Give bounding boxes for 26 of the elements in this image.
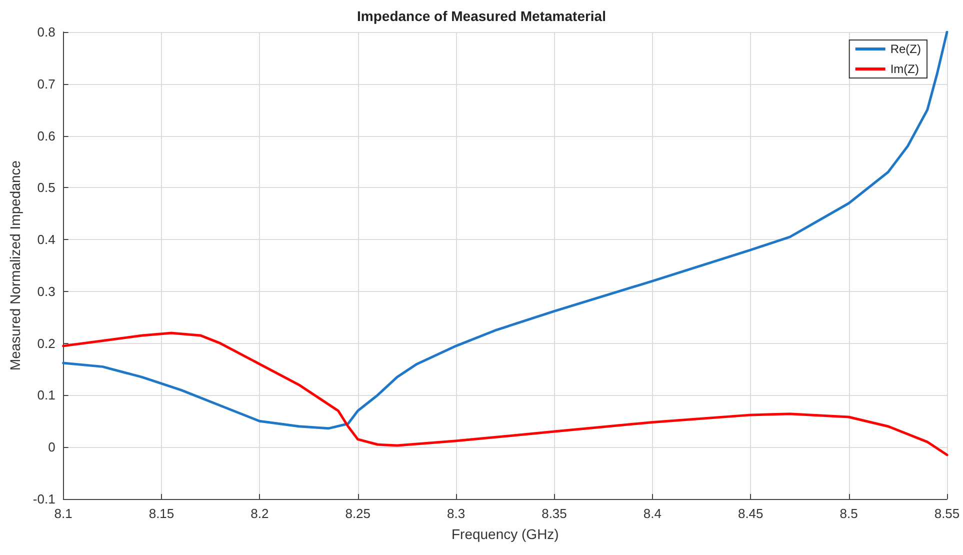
y-tick-label: 0.8: [37, 24, 56, 40]
x-tick-label: 8.15: [148, 506, 174, 521]
y-tick-label: 0.7: [37, 76, 56, 92]
y-tick-label: -0.1: [32, 492, 56, 506]
y-tick-label: 0.2: [37, 336, 56, 351]
y-tick-label: 0.4: [37, 232, 56, 248]
x-tick-label: 8.1: [54, 506, 72, 521]
x-tick-label: 8.35: [542, 506, 567, 521]
chart-title: Impedance of Measured Metamaterial: [357, 8, 606, 24]
x-tick-label: 8.2: [250, 506, 269, 521]
legend-label: Re(Z): [890, 42, 922, 56]
x-tick-label: 8.5: [840, 506, 858, 521]
x-tick-label: 8.55: [934, 506, 960, 521]
y-tick-label: 0.3: [37, 284, 56, 299]
y-axis-title: Measured Normalized Impedance: [7, 160, 23, 371]
x-tick-label: 8.3: [447, 506, 466, 521]
line-series: [62, 332, 948, 456]
x-axis-title: Frequency (GHz): [451, 526, 559, 542]
y-tick-label: 0: [48, 440, 56, 455]
y-tick-label: 0.1: [37, 388, 56, 403]
y-tick-label: 0.5: [37, 180, 56, 196]
x-tick-label: 8.45: [738, 506, 764, 521]
x-tick-label: 8.4: [643, 506, 662, 521]
y-tick-label: 0.6: [37, 128, 56, 144]
x-tick-label: 8.25: [345, 506, 371, 521]
legend-label: Im(Z): [890, 62, 919, 76]
